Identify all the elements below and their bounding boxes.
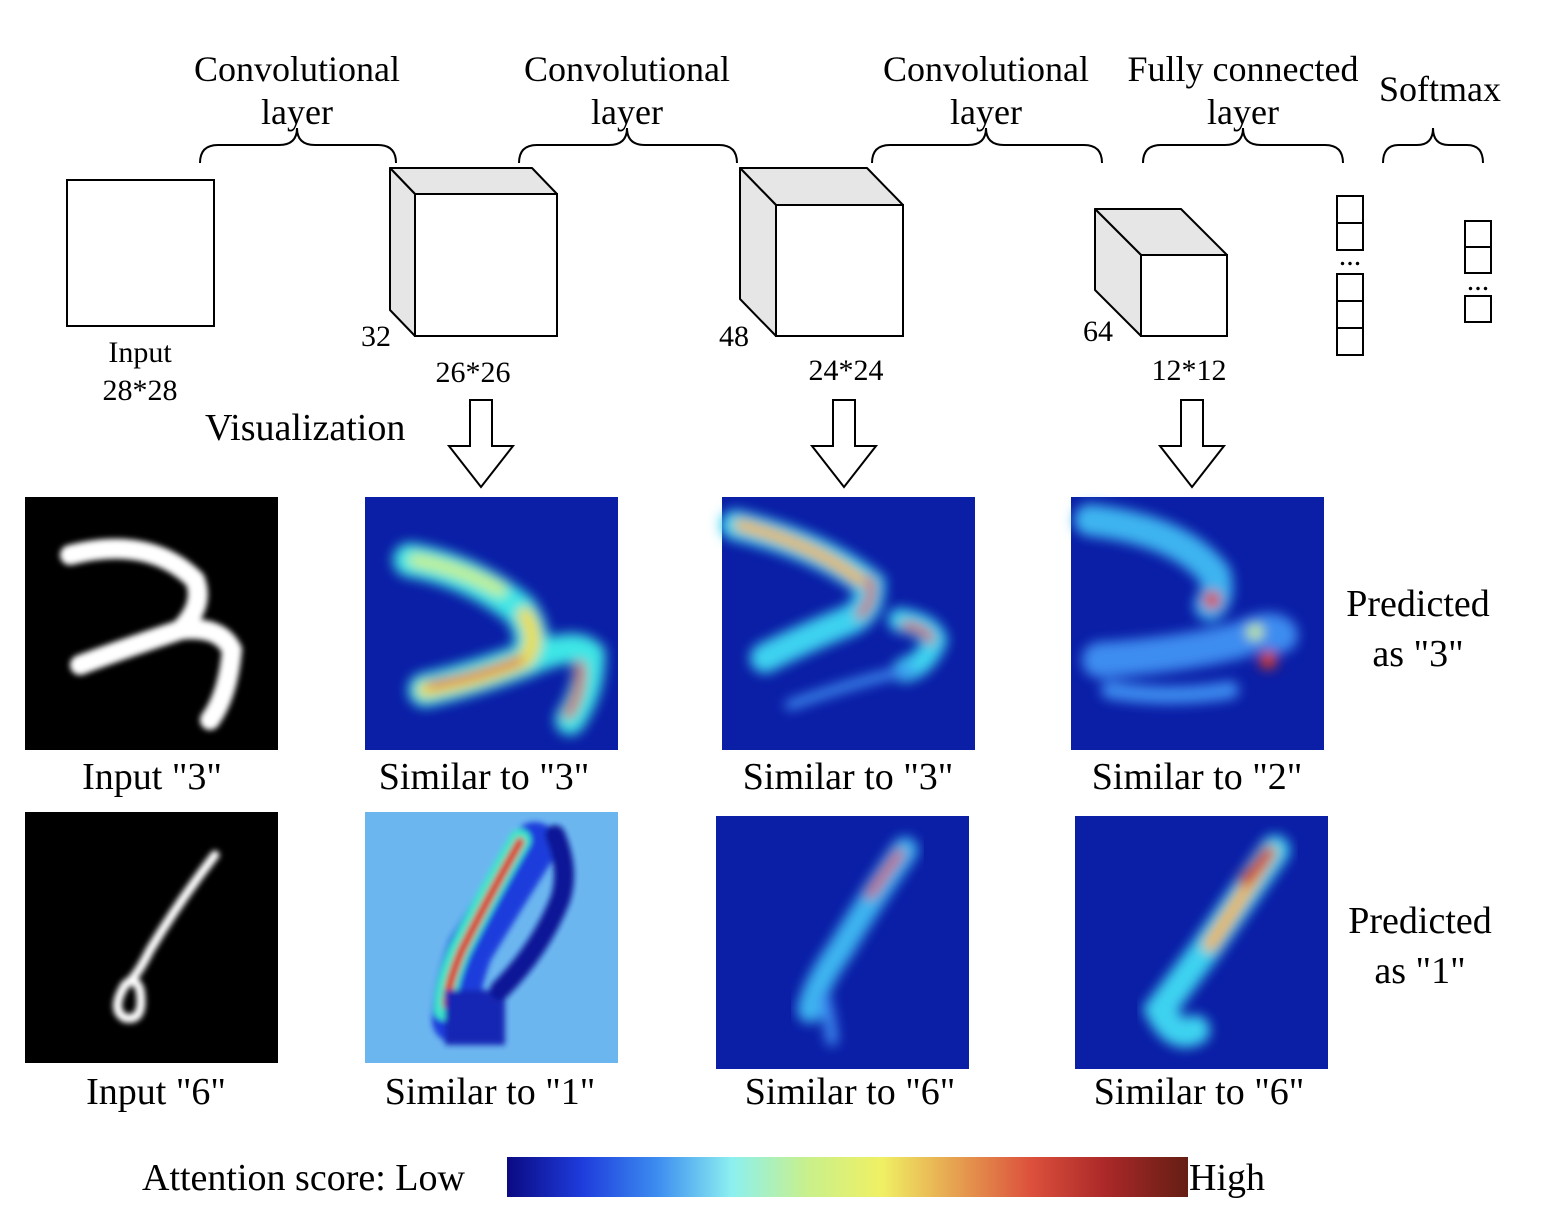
heatmap-row1-col3 — [1071, 497, 1324, 750]
heatmap-row1-col1 — [365, 497, 618, 750]
input-size-label: 28*28 — [103, 374, 178, 407]
caption-row2-col2: Similar to "6" — [745, 1071, 955, 1113]
svg-text:as "3": as "3" — [1372, 633, 1463, 675]
svg-text:layer: layer — [261, 92, 333, 132]
svg-text:Convolutional: Convolutional — [883, 49, 1089, 89]
cube-1-size: 26*26 — [436, 356, 511, 389]
layer-label-fc: Fully connected layer — [1128, 49, 1359, 132]
brace-softmax — [1382, 127, 1484, 164]
softmax-vector — [1464, 220, 1492, 323]
layer-label-conv1: Convolutional layer — [194, 49, 400, 132]
feature-cube-2 — [739, 167, 904, 337]
svg-text:Predicted: Predicted — [1348, 900, 1492, 942]
cube-3-depth: 64 — [1083, 315, 1113, 348]
caption-row1-col3: Similar to "2" — [1092, 756, 1302, 798]
prediction-row2: Predicted as "1" — [1348, 900, 1492, 992]
cube-3-size: 12*12 — [1152, 354, 1227, 387]
svg-text:Fully connected: Fully connected — [1128, 49, 1359, 89]
brace-conv2 — [518, 127, 738, 164]
heatmap-row1-col2 — [720, 497, 975, 750]
svg-text:layer: layer — [1207, 92, 1279, 132]
caption-row2-col1: Similar to "1" — [385, 1071, 595, 1113]
colorbar-label-low: Attention score: Low — [142, 1157, 465, 1199]
input-square — [66, 179, 215, 327]
caption-input-6: Input "6" — [86, 1071, 226, 1113]
layer-label-conv3: Convolutional layer — [883, 49, 1089, 132]
input-image-6 — [25, 812, 278, 1063]
softmax-ellipsis: ... — [1467, 264, 1490, 297]
cube-1-depth: 32 — [361, 320, 391, 353]
caption-row1-col1: Similar to "3" — [379, 756, 589, 798]
heatmap-row2-col2 — [716, 816, 969, 1069]
cube-2-depth: 48 — [719, 320, 749, 353]
svg-text:layer: layer — [950, 92, 1022, 132]
prediction-row1: Predicted as "3" — [1346, 583, 1490, 675]
svg-text:as "1": as "1" — [1374, 950, 1465, 992]
caption-input-3: Input "3" — [82, 756, 222, 798]
down-arrow-1 — [446, 399, 516, 489]
cube-2-size: 24*24 — [809, 354, 884, 387]
down-arrow-3 — [1157, 399, 1227, 489]
svg-text:layer: layer — [591, 92, 663, 132]
colorbar-label-high: High — [1189, 1157, 1265, 1199]
colorbar — [507, 1157, 1188, 1197]
feature-cube-3 — [1094, 208, 1228, 337]
heatmap-row2-col1 — [365, 812, 618, 1063]
layer-label-softmax: Softmax — [1379, 69, 1501, 109]
brace-conv1 — [199, 127, 397, 164]
fc-ellipsis: ... — [1339, 239, 1362, 272]
input-image-3 — [25, 497, 278, 750]
fc-vector — [1336, 195, 1364, 356]
layer-label-conv2: Convolutional layer — [524, 49, 730, 132]
down-arrow-2 — [809, 399, 879, 489]
svg-text:Convolutional: Convolutional — [524, 49, 730, 89]
caption-row1-col2: Similar to "3" — [743, 756, 953, 798]
feature-cube-1 — [389, 167, 558, 337]
brace-fc — [1142, 127, 1344, 164]
svg-text:Convolutional: Convolutional — [194, 49, 400, 89]
svg-text:Predicted: Predicted — [1346, 583, 1490, 625]
input-label: Input — [108, 336, 172, 369]
brace-conv3 — [871, 127, 1103, 164]
caption-row2-col3: Similar to "6" — [1094, 1071, 1304, 1113]
heatmap-row2-col3 — [1075, 816, 1328, 1069]
visualization-label: Visualization — [205, 407, 405, 449]
